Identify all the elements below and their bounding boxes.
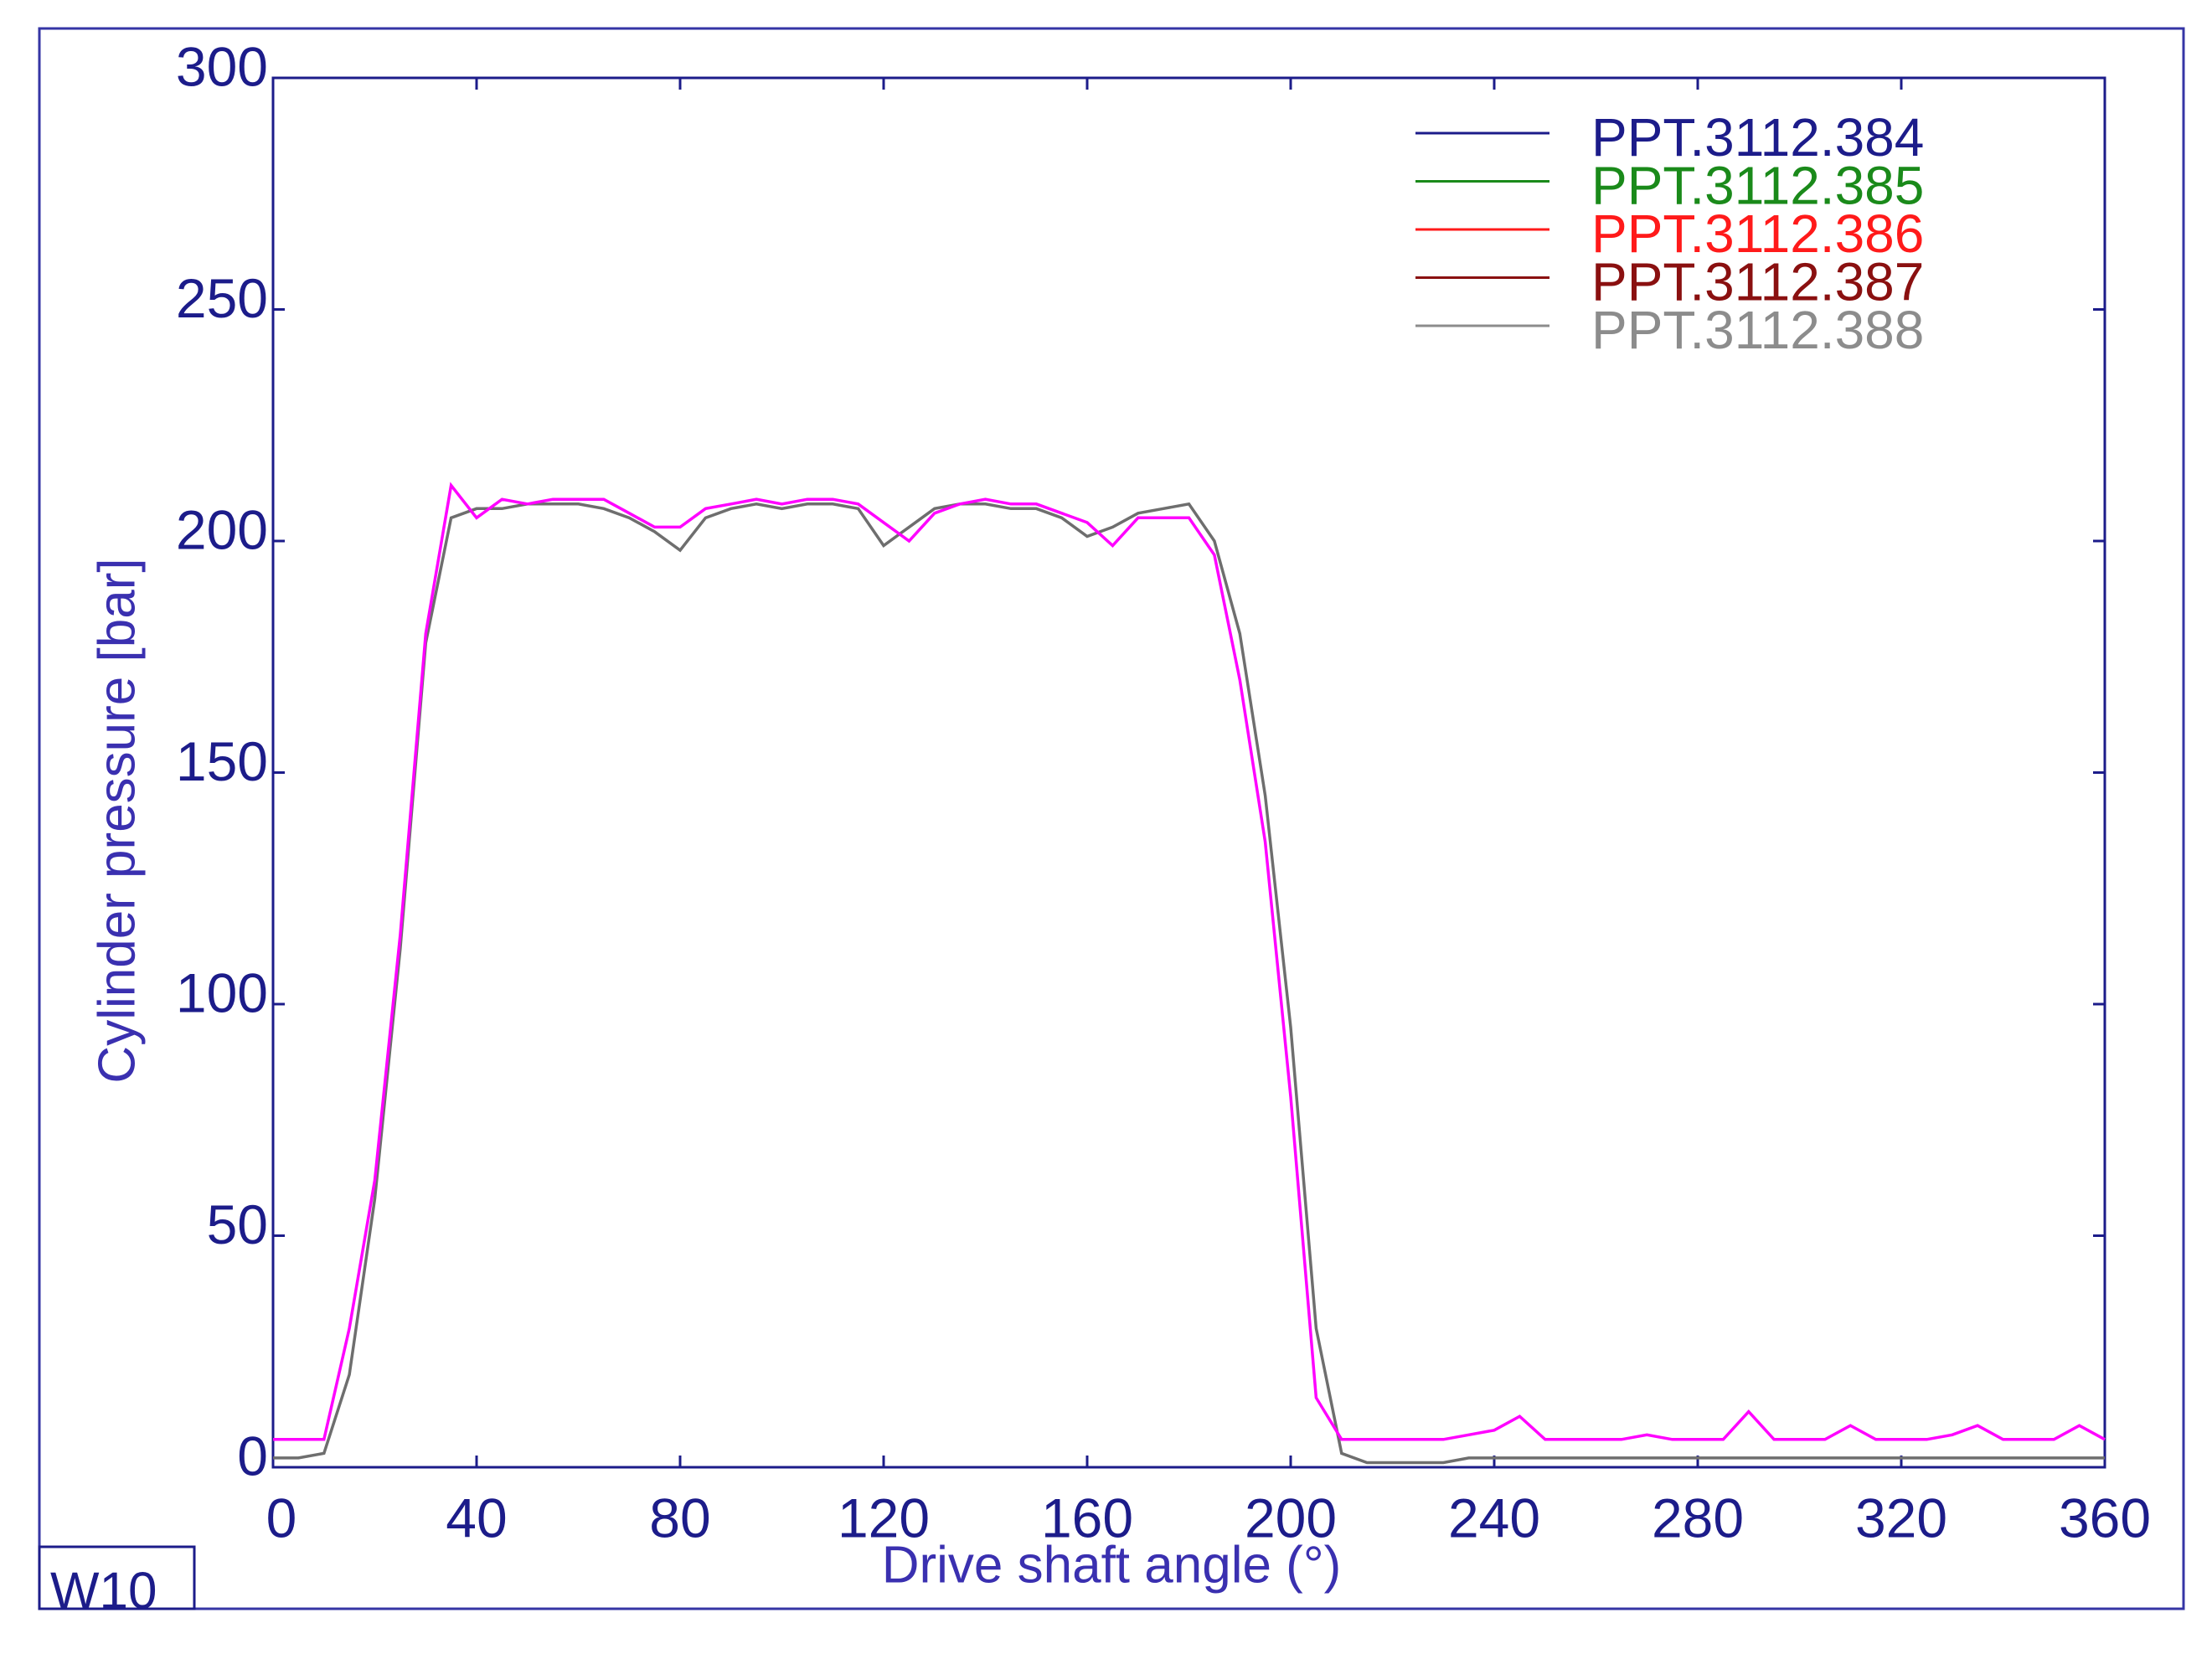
outer-frame — [38, 27, 2185, 1610]
x-tick-label: 240 — [1448, 1487, 1540, 1548]
x-tick-label: 360 — [2059, 1487, 2151, 1548]
y-tick-label: 300 — [176, 35, 268, 97]
x-tick-label: 280 — [1652, 1487, 1744, 1548]
y-tick-label: 250 — [176, 267, 268, 329]
y-axis-title: Cylinder pressure [bar] — [88, 558, 146, 1083]
legend-label: PPT.3112.386 — [1591, 204, 1924, 264]
y-tick-label: 200 — [176, 498, 268, 560]
x-tick-label: 80 — [649, 1487, 710, 1548]
x-tick-label: 200 — [1245, 1487, 1337, 1548]
x-tick-label: 40 — [446, 1487, 507, 1548]
x-tick-label: 120 — [838, 1487, 930, 1548]
series-line — [273, 502, 2105, 1465]
legend-label: PPT.3112.387 — [1591, 251, 1924, 312]
corner-box — [38, 1545, 196, 1610]
y-tick-label: 100 — [176, 961, 268, 1023]
y-tick-label: 50 — [207, 1193, 268, 1255]
legend-label: PPT.3112.385 — [1591, 155, 1924, 215]
x-tick-label: 160 — [1041, 1487, 1133, 1548]
x-tick-label: 320 — [1855, 1487, 1947, 1548]
corner-label: W10 — [50, 1562, 157, 1620]
series-line — [273, 482, 2106, 1441]
legend-label: PPT.3112.384 — [1591, 107, 1924, 167]
legend-label: PPT.3112.388 — [1591, 300, 1924, 360]
y-tick-label: 0 — [237, 1425, 268, 1487]
x-axis-title: Drive shaft angle (°) — [882, 1536, 1342, 1594]
x-tick-label: 0 — [266, 1487, 297, 1548]
y-tick-label: 150 — [176, 730, 268, 792]
